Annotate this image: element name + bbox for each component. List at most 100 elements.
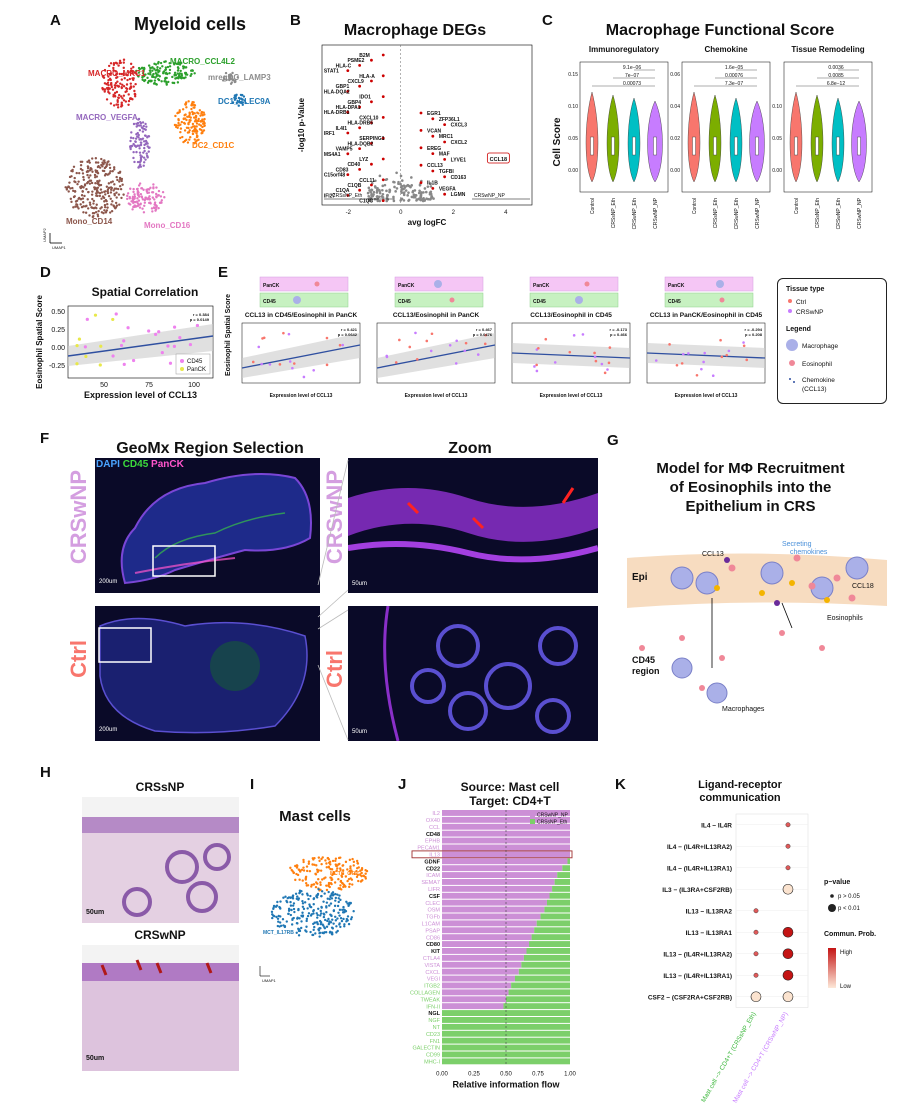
umap-point xyxy=(86,207,90,210)
umap-point xyxy=(122,58,126,61)
umap-point xyxy=(122,85,126,88)
umap-point xyxy=(292,907,296,911)
umap-point xyxy=(132,190,135,194)
gene-point xyxy=(422,191,425,194)
data-point xyxy=(85,317,89,321)
data-point xyxy=(147,329,151,333)
umap-point xyxy=(111,170,114,173)
umap-point xyxy=(291,904,295,907)
pathway-label: VEGI xyxy=(427,977,441,983)
umap-point xyxy=(320,894,323,898)
umap-point xyxy=(112,66,115,70)
umap-point xyxy=(159,61,163,65)
umap-point xyxy=(329,867,332,871)
lr-dot xyxy=(753,972,759,978)
umap-point xyxy=(147,188,150,191)
umap-point xyxy=(90,206,93,209)
umap-point xyxy=(119,178,122,181)
umap-point xyxy=(132,65,135,69)
x-tick: 100 xyxy=(188,382,200,389)
umap-point xyxy=(188,119,191,122)
data-point xyxy=(99,344,103,348)
umap-point xyxy=(105,185,109,188)
stat-r: r = -0.294 xyxy=(745,327,763,332)
umap-point xyxy=(72,189,75,193)
channel-panck: PanCK xyxy=(151,459,184,470)
umap-point xyxy=(360,879,363,883)
bar-crswnp xyxy=(442,961,522,968)
eosinophil-icon xyxy=(699,685,705,691)
de-gene-point xyxy=(346,173,350,177)
umap-point xyxy=(103,203,107,207)
umap-point xyxy=(127,103,130,106)
umap-point xyxy=(167,80,170,84)
x-tick: CRSwNP_NP xyxy=(857,197,863,229)
umap-point xyxy=(158,67,162,70)
bar-crswnp xyxy=(442,837,570,844)
pair-label: IL4 − (IL4R+IL13RA2) xyxy=(667,844,732,851)
umap-point xyxy=(121,183,124,186)
scale-bar-text-ctrl: 200um xyxy=(99,727,118,733)
umap-point xyxy=(193,125,196,128)
umap-point xyxy=(64,186,67,189)
chemokine-icon xyxy=(789,378,791,380)
umap-point xyxy=(145,140,148,144)
umap-point xyxy=(244,101,247,105)
de-gene-point xyxy=(346,69,350,72)
macrophage-icon xyxy=(695,571,719,595)
umap-point xyxy=(68,181,71,184)
umap-point xyxy=(140,67,144,70)
umap-point xyxy=(322,931,325,935)
pathway-label: GALECTIN xyxy=(412,1046,440,1052)
gene-point xyxy=(388,189,392,192)
cd45-label: CD45 xyxy=(632,655,655,665)
umap-point xyxy=(325,884,328,887)
umap-point xyxy=(109,181,113,184)
umap-point xyxy=(113,187,116,190)
legend-swatch xyxy=(530,812,535,817)
umap-point xyxy=(305,919,308,923)
umap-point xyxy=(136,187,139,191)
umap-point xyxy=(92,199,96,203)
umap-point xyxy=(140,155,144,158)
umap-point xyxy=(290,908,293,912)
x-tick: CRSwNP_NP xyxy=(755,197,761,229)
umap-point xyxy=(225,78,228,82)
bar-crssnp xyxy=(546,899,570,906)
umap-point xyxy=(343,925,346,928)
umap-point xyxy=(100,197,103,200)
bar-crswnp xyxy=(442,906,545,913)
data-point xyxy=(291,366,294,370)
gene-label: HLA-DRB5 xyxy=(347,121,373,127)
umap-point xyxy=(239,97,243,100)
umap-point xyxy=(115,204,119,207)
umap-point xyxy=(364,872,367,875)
legend-title: Tissue type xyxy=(786,286,824,293)
y-tick: -0.25 xyxy=(49,363,65,370)
strip-label: CD45 xyxy=(263,299,276,305)
umap-point xyxy=(319,914,322,917)
eosinophil-icon xyxy=(719,297,725,303)
strip-label: PanCK xyxy=(263,283,280,289)
umap-point xyxy=(104,190,107,193)
umap-point xyxy=(75,171,78,175)
panel-k-title: Ligand-receptor communication xyxy=(698,779,782,805)
umap-point xyxy=(305,892,309,895)
umap-point xyxy=(156,66,159,69)
de-gene-point xyxy=(381,74,385,78)
de-gene-point xyxy=(443,192,447,196)
bar-crssnp xyxy=(549,892,570,899)
umap-point xyxy=(352,910,355,913)
umap-point xyxy=(143,134,147,137)
umap-point xyxy=(120,72,123,76)
scale-bar-text: 200um xyxy=(99,579,118,585)
umap-point xyxy=(276,900,279,904)
gene-point xyxy=(371,194,375,198)
umap-point xyxy=(139,138,143,141)
de-gene-point xyxy=(358,188,362,192)
highlight-gene: CCL18 xyxy=(490,157,507,163)
umap-point xyxy=(129,187,132,190)
umap-point xyxy=(291,896,294,899)
data-point xyxy=(278,363,282,366)
umap-point xyxy=(360,866,364,870)
